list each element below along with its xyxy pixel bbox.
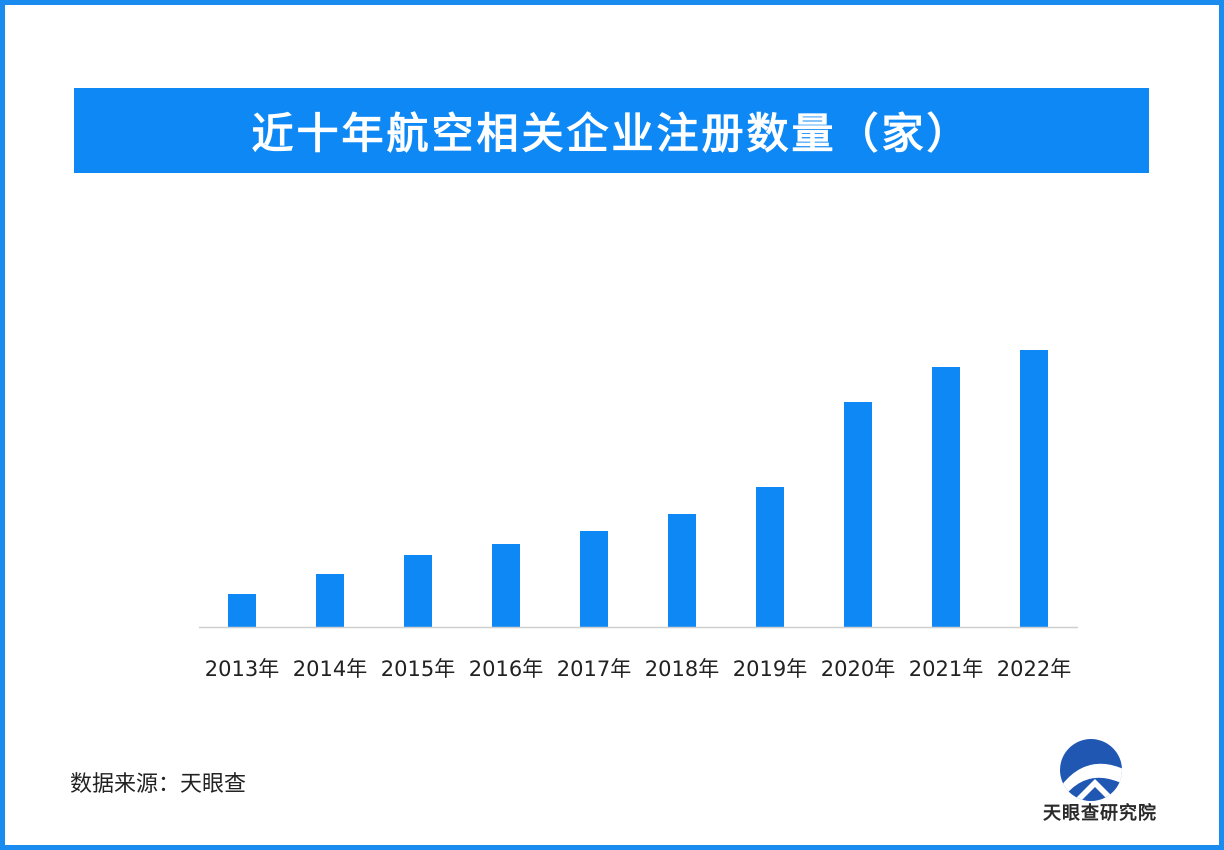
x-tick-label: 2015年: [381, 657, 455, 681]
bar-2017年: [580, 531, 608, 627]
bar-2020年: [844, 402, 872, 627]
bar-2022年: [1020, 350, 1048, 627]
x-tick-label: 2014年: [293, 657, 367, 681]
title-banner: 近十年航空相关企业注册数量（家）: [74, 88, 1149, 173]
bar-2013年: [228, 594, 256, 627]
x-tick-label: 2013年: [205, 657, 279, 681]
x-tick-label: 2018年: [645, 657, 719, 681]
bar-2014年: [316, 574, 344, 627]
x-tick-label: 2019年: [733, 657, 807, 681]
data-source: 数据来源：天眼查: [70, 772, 247, 797]
x-tick-label: 2020年: [821, 657, 895, 681]
x-tick-label: 2021年: [909, 657, 983, 681]
bar-2018年: [668, 514, 696, 627]
logo-text: 天眼查研究院: [1043, 803, 1157, 824]
logo: 天眼查研究院: [1025, 735, 1175, 825]
bar-2016年: [492, 544, 520, 627]
x-tick-label: 2017年: [557, 657, 631, 681]
x-tick-label: 2022年: [997, 657, 1071, 681]
chart-title: 近十年航空相关企业注册数量（家）: [251, 109, 972, 158]
bar-2021年: [932, 367, 960, 627]
x-tick-label: 2016年: [469, 657, 543, 681]
tianyancha-logo-icon: [1060, 739, 1122, 801]
bar-2015年: [404, 555, 432, 627]
bar-2019年: [756, 487, 784, 627]
